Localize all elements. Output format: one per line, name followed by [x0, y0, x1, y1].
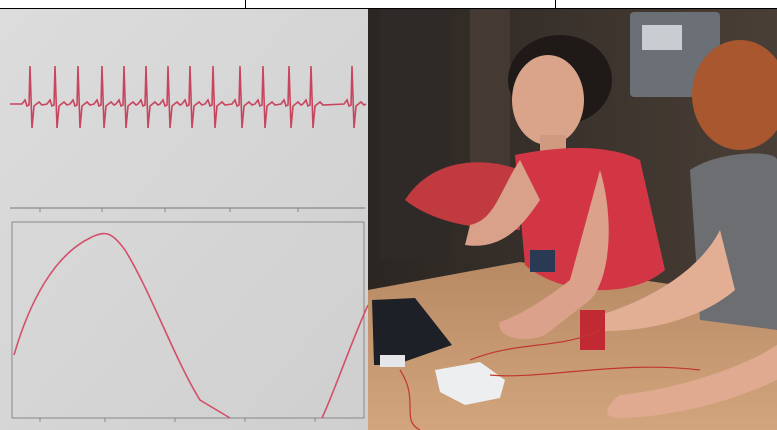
arm [585, 230, 735, 331]
equipment-panel [642, 25, 682, 50]
wires [399, 329, 701, 430]
sensor-device [435, 362, 505, 405]
shelf [380, 9, 450, 259]
plot-frame [11, 221, 365, 419]
pulse-curve [321, 304, 369, 419]
laptop [372, 298, 452, 365]
strap [580, 310, 605, 350]
face [512, 55, 584, 145]
arm [499, 170, 609, 340]
hair [692, 40, 777, 150]
arm [607, 345, 777, 419]
pulse-curve [13, 232, 231, 419]
axis-ticks [39, 418, 316, 422]
axis-ticks [39, 208, 299, 212]
arm [465, 160, 540, 246]
ecg-trace [10, 65, 367, 129]
connector [380, 355, 405, 367]
top-strip [0, 0, 777, 9]
plot-paper [0, 9, 368, 430]
shelf [470, 9, 510, 189]
bracelet [530, 250, 555, 272]
